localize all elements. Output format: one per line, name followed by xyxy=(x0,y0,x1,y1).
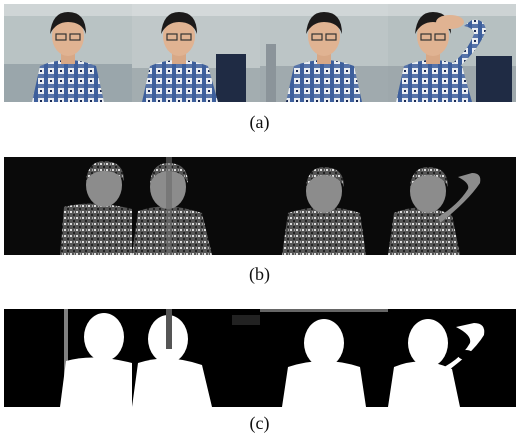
caption-a: (a) xyxy=(249,112,270,132)
rgb-frame-4-image xyxy=(388,4,516,102)
depth-map-3 xyxy=(260,157,388,255)
mask-1-image xyxy=(4,309,132,407)
mask-3-image xyxy=(260,309,388,407)
row-depth-maps xyxy=(4,157,516,255)
depth-map-4 xyxy=(388,157,516,255)
rgb-frame-1-image xyxy=(4,4,132,102)
mask-1 xyxy=(4,309,132,407)
rgb-frame-3-image xyxy=(260,4,388,102)
rgb-frame-1 xyxy=(4,4,132,102)
depth-map-4-image xyxy=(388,157,516,255)
mask-4 xyxy=(388,309,516,407)
row-binary-masks xyxy=(4,309,516,407)
mask-2-image xyxy=(132,309,260,407)
rgb-frame-4 xyxy=(388,4,516,102)
mask-2 xyxy=(132,309,260,407)
rgb-frame-3 xyxy=(260,4,388,102)
mask-4-image xyxy=(388,309,516,407)
caption-c: (c) xyxy=(249,413,270,433)
mask-3 xyxy=(260,309,388,407)
depth-map-2-image xyxy=(132,157,260,255)
rgb-frame-2-image xyxy=(132,4,260,102)
depth-map-1-image xyxy=(4,157,132,255)
depth-map-1 xyxy=(4,157,132,255)
row-rgb-frames xyxy=(4,4,516,102)
depth-map-3-image xyxy=(260,157,388,255)
depth-map-2 xyxy=(132,157,260,255)
rgb-frame-2 xyxy=(132,4,260,102)
caption-b: (b) xyxy=(249,264,270,284)
